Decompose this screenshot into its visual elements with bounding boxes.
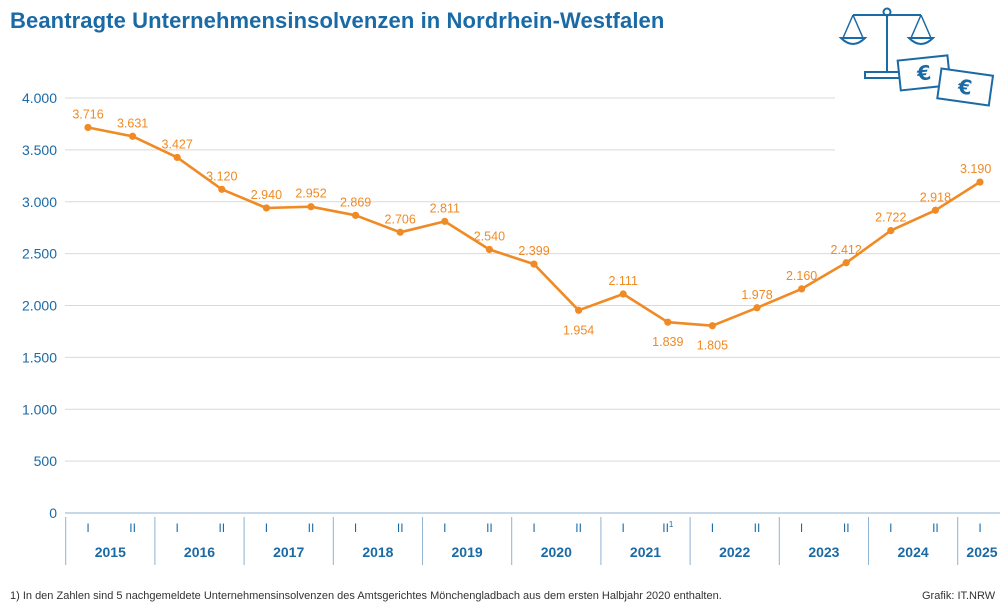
data-point [173, 153, 181, 162]
data-point [976, 178, 984, 186]
x-tick-label: II [308, 521, 315, 535]
footnote: 1) In den Zahlen sind 5 nachgemeldete Un… [10, 590, 722, 602]
data-label: 2.869 [340, 195, 371, 209]
data-labels: 3.716 3.631 3.427 3.120 2.940 2.952 2.869 2.706… [72, 107, 991, 352]
data-points [84, 123, 984, 330]
y-tick-label: 1.000 [22, 401, 57, 417]
y-tick-label: 500 [34, 453, 58, 469]
y-tick-label: 3.000 [22, 194, 57, 210]
y-tick-label: 3.500 [22, 142, 57, 158]
year-label: 2023 [808, 544, 839, 560]
y-tick-label: 4.000 [22, 90, 57, 106]
x-tick-label: I [622, 521, 625, 535]
data-label: 1.978 [741, 288, 772, 302]
data-point [218, 185, 226, 193]
data-label: 2.706 [385, 212, 416, 226]
data-label: 1.954 [563, 323, 594, 337]
data-point [530, 260, 538, 268]
data-point [931, 206, 940, 214]
data-label: 2.811 [430, 201, 460, 215]
x-tick-label: II [486, 521, 493, 535]
footnote-marker: 1 [669, 520, 674, 529]
y-tick-label: 0 [49, 505, 57, 521]
data-label: 2.111 [608, 274, 637, 288]
scales-with-euro-banknotes-icon: € € [838, 7, 995, 107]
year-label: 2020 [541, 544, 572, 560]
x-tick-label: II [129, 521, 136, 535]
year-label: 2025 [966, 544, 997, 560]
data-point [575, 306, 583, 314]
gridlines [65, 97, 1000, 514]
data-label: 2.540 [474, 229, 505, 243]
data-point [352, 211, 360, 219]
x-tick-label: II [843, 521, 850, 535]
x-tick-label: II [397, 521, 404, 535]
data-point [307, 203, 315, 211]
data-point [887, 226, 895, 235]
year-label: 2021 [630, 544, 661, 560]
x-tick-label: I [443, 521, 446, 535]
euro-icon: € [915, 60, 932, 85]
data-point [396, 228, 404, 236]
year-label: 2024 [898, 544, 929, 560]
data-point [84, 123, 92, 132]
x-tick-label: I [265, 521, 268, 535]
year-label: 2022 [719, 544, 750, 560]
year-label: 2015 [95, 544, 126, 560]
data-label: 3.190 [960, 162, 991, 176]
data-label: 2.160 [786, 269, 817, 283]
data-point [262, 204, 270, 212]
data-point [798, 285, 806, 293]
y-tick-label: 2.000 [22, 298, 57, 314]
year-label: 2017 [273, 544, 304, 560]
data-point [708, 322, 717, 330]
data-label: 2.412 [831, 243, 862, 257]
data-label: 3.716 [72, 107, 103, 121]
x-tick-label: I [86, 521, 89, 535]
source-credit: Grafik: IT.NRW [922, 590, 996, 602]
x-tick-label: I [978, 521, 981, 535]
y-tick-label: 2.500 [22, 246, 57, 262]
data-label: 1.839 [652, 335, 683, 349]
y-tick-label: 1.500 [22, 349, 57, 365]
data-point [753, 304, 761, 312]
data-label: 2.940 [251, 188, 282, 202]
x-tick-label: I [711, 521, 714, 535]
data-label: 2.722 [875, 211, 906, 225]
data-label: 2.952 [295, 187, 326, 201]
euro-icon: € [956, 74, 974, 100]
year-label: 2018 [362, 544, 393, 560]
chart-title: Beantragte Unternehmensinsolvenzen in No… [10, 8, 665, 33]
x-tick-label: I [800, 521, 803, 535]
data-label: 3.120 [206, 169, 237, 183]
x-tick-label: I [532, 521, 535, 535]
data-point [485, 245, 493, 254]
data-label: 3.427 [162, 137, 193, 151]
x-tick-label: II [932, 521, 939, 535]
data-point [441, 217, 449, 225]
x-tick-label: II [218, 521, 225, 535]
data-point [664, 318, 672, 326]
data-label: 3.631 [117, 116, 148, 130]
series-line-path [87, 126, 981, 328]
x-tick-label: I [354, 521, 357, 535]
x-tick-label: I [176, 521, 179, 535]
x-tick-label: I [889, 521, 892, 535]
x-tick-label: II [754, 521, 761, 535]
x-tick-label: II1 [662, 520, 674, 535]
data-label: 2.918 [920, 190, 951, 204]
data-label: 2.399 [518, 244, 549, 258]
data-point [842, 259, 850, 267]
data-point [619, 290, 627, 298]
data-point [129, 132, 137, 140]
series-line [87, 126, 981, 328]
x-tick-label: II [575, 521, 582, 535]
year-label: 2016 [184, 544, 215, 560]
data-label: 1.805 [697, 339, 728, 353]
y-axis: 0 500 1.000 1.500 2.000 2.500 3.000 3.500 4.000 [22, 90, 57, 521]
year-label: 2019 [452, 544, 483, 560]
